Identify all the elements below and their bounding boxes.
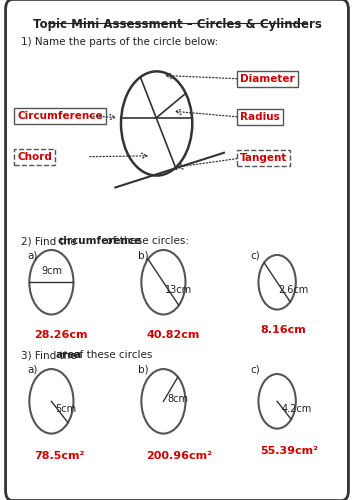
Text: c): c): [250, 364, 260, 374]
Text: Diameter: Diameter: [240, 74, 295, 84]
Text: 8cm: 8cm: [167, 394, 188, 404]
Text: a): a): [28, 250, 38, 260]
Text: Topic Mini Assessment – Circles & Cylinders: Topic Mini Assessment – Circles & Cylind…: [33, 18, 321, 31]
Text: 5cm: 5cm: [56, 404, 76, 414]
FancyBboxPatch shape: [6, 0, 348, 500]
Text: 8.16cm: 8.16cm: [260, 326, 306, 336]
Text: 200.96cm²: 200.96cm²: [147, 451, 212, 461]
Text: 55.39cm²: 55.39cm²: [260, 446, 318, 456]
Text: a): a): [28, 364, 38, 374]
Text: Chord: Chord: [17, 152, 52, 162]
Text: 1) Name the parts of the circle below:: 1) Name the parts of the circle below:: [21, 36, 218, 46]
Text: of these circles:: of these circles:: [103, 236, 189, 246]
Text: 13cm: 13cm: [165, 285, 192, 295]
Text: 9cm: 9cm: [41, 266, 62, 276]
Text: Radius: Radius: [240, 112, 280, 122]
Text: c): c): [250, 250, 260, 260]
Text: of these circles: of these circles: [70, 350, 153, 360]
Text: 3) Find the: 3) Find the: [21, 350, 80, 360]
Text: b): b): [138, 250, 149, 260]
Text: 28.26cm: 28.26cm: [34, 330, 88, 340]
Text: 78.5cm²: 78.5cm²: [34, 451, 85, 461]
Text: 4.2cm: 4.2cm: [281, 404, 312, 414]
Text: 40.82cm: 40.82cm: [147, 330, 200, 340]
Text: area: area: [56, 350, 82, 360]
Text: 2.6cm: 2.6cm: [279, 285, 309, 295]
Text: Tangent: Tangent: [240, 153, 287, 163]
Text: Circumference: Circumference: [17, 111, 103, 121]
Text: circumference: circumference: [57, 236, 142, 246]
Text: b): b): [138, 364, 149, 374]
Text: 2) Find the: 2) Find the: [21, 236, 80, 246]
